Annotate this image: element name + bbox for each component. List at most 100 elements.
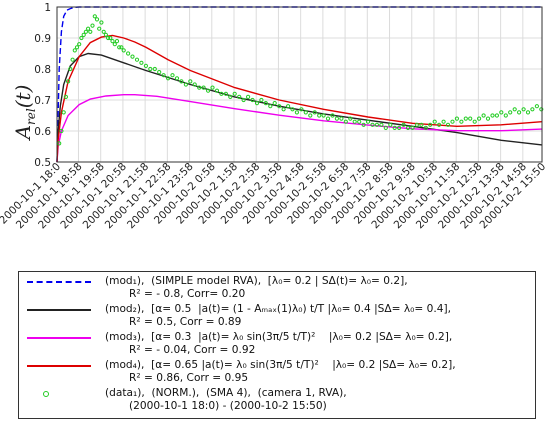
data-point bbox=[539, 107, 544, 112]
data-point bbox=[312, 110, 317, 115]
y-tick-label: 0.9 bbox=[34, 33, 51, 45]
data-point bbox=[157, 70, 162, 75]
data-point bbox=[370, 122, 375, 127]
data-point bbox=[114, 39, 120, 44]
data-point bbox=[134, 57, 140, 62]
chart-area: 0.5 0.6 0.7 0.8 0.9 1 2000-10-1 18:02000-10-1… bbox=[0, 2, 548, 232]
data-point bbox=[401, 122, 406, 127]
data-point bbox=[121, 48, 126, 53]
legend-text-data1: (data₁), (NORM.), (SMA 4), (camera 1, RV… bbox=[105, 387, 347, 399]
legend-text-mod1: (mod₁), (SIMPLE model RVA), [λ₀= 0.2 | S… bbox=[105, 275, 408, 287]
data-point bbox=[499, 110, 504, 115]
data-point bbox=[79, 35, 84, 41]
data-point bbox=[334, 116, 339, 121]
legend-line-mod3 bbox=[27, 337, 91, 339]
data-point bbox=[206, 88, 211, 93]
data-point bbox=[339, 116, 344, 121]
data-point bbox=[108, 35, 113, 41]
data-point bbox=[223, 91, 228, 96]
data-point bbox=[521, 107, 526, 112]
data-point bbox=[272, 101, 277, 106]
data-point bbox=[61, 110, 66, 115]
data-point bbox=[317, 113, 322, 118]
data-point bbox=[379, 122, 384, 127]
data-point bbox=[454, 116, 459, 121]
y-tick-label: 0.8 bbox=[34, 64, 51, 76]
data-point bbox=[192, 82, 197, 87]
data-point bbox=[63, 94, 69, 100]
data-point bbox=[174, 76, 180, 81]
data-point bbox=[481, 113, 486, 118]
data-point bbox=[343, 119, 348, 124]
data-point bbox=[90, 23, 95, 28]
data-point bbox=[214, 88, 220, 93]
legend-line-mod1 bbox=[27, 281, 91, 283]
data-point bbox=[277, 104, 282, 109]
data-point bbox=[250, 97, 255, 103]
data-point bbox=[490, 113, 495, 118]
data-point bbox=[112, 42, 117, 47]
data-point bbox=[472, 119, 477, 124]
data-point bbox=[365, 119, 371, 124]
legend: (mod₁), (SIMPLE model RVA), [λ₀= 0.2 | S… bbox=[18, 271, 536, 419]
data-point bbox=[232, 91, 237, 96]
legend-text-mod1: R² = - 0.8, Corr= 0.20 bbox=[129, 288, 246, 300]
data-point bbox=[126, 51, 131, 56]
series-line-mod2 bbox=[56, 52, 543, 163]
data-point bbox=[99, 20, 104, 25]
data-point bbox=[92, 14, 97, 19]
data-point bbox=[423, 125, 428, 131]
data-point bbox=[88, 29, 93, 34]
data-point bbox=[228, 94, 233, 100]
series-line-mod4 bbox=[56, 34, 543, 163]
data-point bbox=[525, 110, 531, 115]
legend-text-mod2: R² = 0.5, Corr = 0.89 bbox=[129, 316, 242, 328]
data-point bbox=[414, 122, 419, 127]
data-point bbox=[445, 122, 451, 127]
data-point bbox=[325, 116, 331, 121]
y-tick-label: 0.5 bbox=[34, 157, 51, 169]
data-point bbox=[459, 119, 464, 124]
data-points bbox=[57, 14, 544, 146]
data-point bbox=[485, 116, 491, 121]
data-point bbox=[241, 97, 246, 103]
y-ticks: 0.5 0.6 0.7 0.8 0.9 1 bbox=[34, 2, 51, 169]
data-point bbox=[321, 113, 326, 118]
data-point bbox=[130, 54, 135, 59]
data-point bbox=[81, 32, 86, 38]
data-point bbox=[477, 116, 482, 121]
legend-line-mod2 bbox=[27, 309, 91, 311]
data-point bbox=[110, 39, 115, 44]
data-point bbox=[419, 122, 424, 127]
data-point bbox=[468, 116, 473, 121]
data-point bbox=[57, 141, 62, 146]
data-point bbox=[152, 66, 157, 72]
data-point bbox=[383, 125, 388, 131]
data-point bbox=[170, 73, 175, 78]
data-point bbox=[397, 125, 402, 131]
y-axis-label-arg: (t) bbox=[11, 85, 35, 109]
plot-frame bbox=[56, 6, 543, 163]
data-point bbox=[74, 45, 80, 50]
data-point bbox=[432, 119, 437, 124]
data-point bbox=[437, 122, 442, 127]
data-point bbox=[374, 122, 379, 127]
data-point bbox=[441, 119, 446, 124]
y-tick-label: 0.6 bbox=[34, 126, 51, 138]
series-line-mod1 bbox=[56, 6, 542, 163]
data-point bbox=[219, 91, 224, 96]
data-point bbox=[286, 104, 291, 109]
data-point bbox=[68, 66, 73, 72]
data-point bbox=[517, 110, 522, 115]
data-point bbox=[201, 85, 206, 90]
legend-text-mod3: R² = - 0.04, Corr = 0.92 bbox=[129, 344, 256, 356]
data-point bbox=[450, 119, 455, 124]
data-point bbox=[237, 94, 242, 100]
data-point bbox=[183, 82, 188, 87]
legend-text-mod3: (mod₃), [α= 0.3 |a(t)= λ₀ sin(3π/5 t/T)²… bbox=[105, 331, 453, 343]
legend-marker-data1 bbox=[43, 391, 49, 397]
data-point bbox=[166, 76, 171, 81]
data-point bbox=[357, 119, 362, 124]
data-point bbox=[83, 29, 89, 34]
